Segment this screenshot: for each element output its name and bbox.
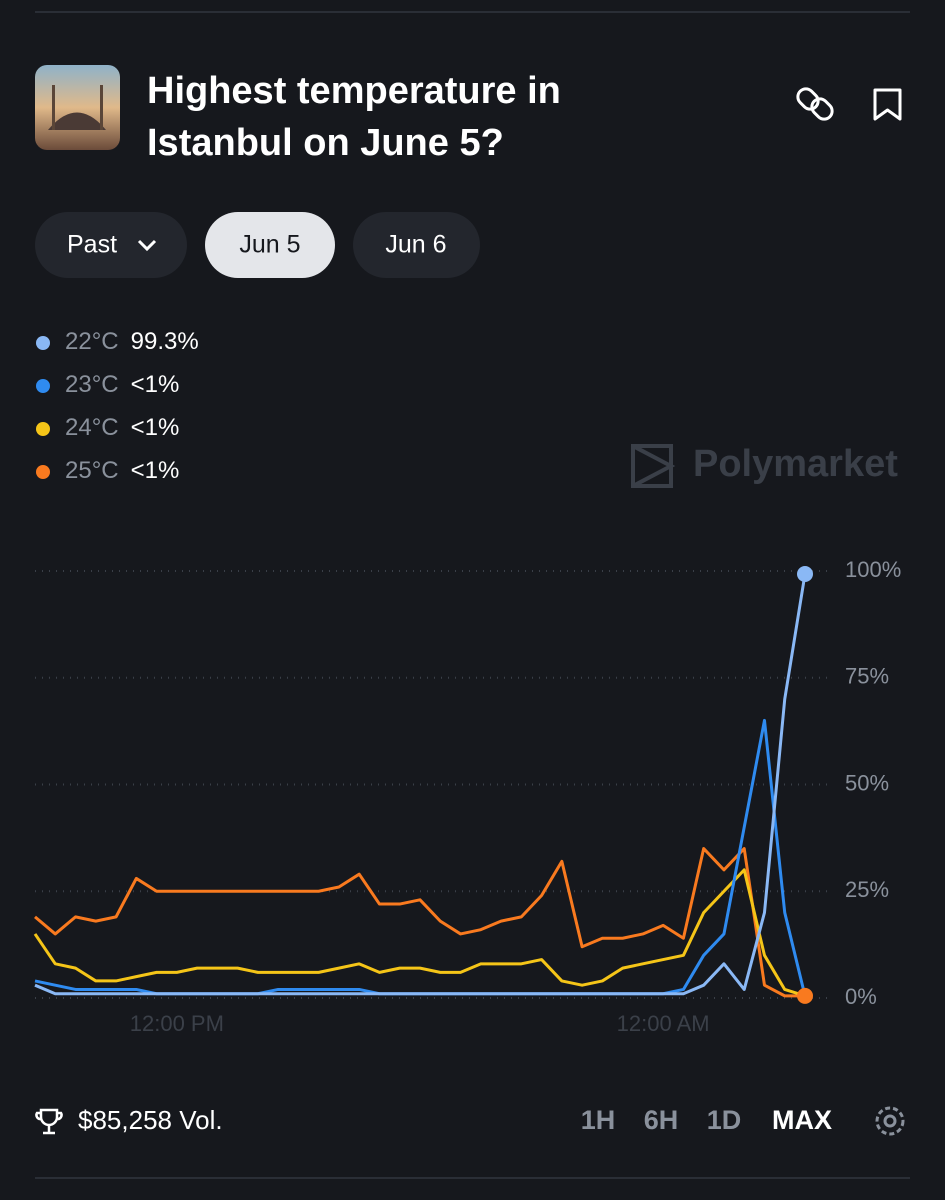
- legend-entry: 23°C <1%: [65, 371, 179, 398]
- title: Highest temperature in: [147, 70, 561, 112]
- chevron: [137, 239, 157, 252]
- market-image: [35, 65, 120, 150]
- y-tick-label: 25%: [845, 877, 889, 902]
- title: Istanbul on June 5?: [147, 122, 504, 164]
- y-tick-label: 0%: [845, 984, 877, 1009]
- end-dot: [797, 987, 813, 1004]
- legend-dot: [36, 465, 50, 479]
- legend-name: 22°C: [65, 328, 119, 355]
- trophy-icon: [35, 1108, 63, 1135]
- series-line: [34, 847, 805, 998]
- range-button[interactable]: 1D: [707, 1105, 742, 1135]
- y-tick-label: 50%: [845, 770, 889, 795]
- legend-dot: [36, 379, 50, 393]
- x-tick-label: 12:00 PM: [130, 1011, 224, 1036]
- legend-value: <1%: [131, 371, 180, 398]
- series-line: [34, 573, 807, 996]
- tab-label[interactable]: Past: [67, 231, 117, 259]
- volume: $85,258 Vol.: [78, 1105, 223, 1135]
- legend-dot: [36, 422, 50, 436]
- legend-dot: [36, 336, 50, 350]
- legend-name: 24°C: [65, 414, 119, 441]
- x-tick-label: 12:00 AM: [617, 1011, 710, 1036]
- tab[interactable]: [35, 212, 187, 278]
- legend-name: 23°C: [65, 371, 119, 398]
- end-dot: [797, 565, 813, 582]
- tab[interactable]: [353, 212, 480, 278]
- legend-entry: 25°C <1%: [65, 457, 179, 484]
- legend-entry: 22°C 99.3%: [65, 328, 199, 355]
- range-button[interactable]: MAX: [772, 1105, 832, 1135]
- legend-entry: 24°C <1%: [65, 414, 179, 441]
- watermark: [631, 444, 676, 488]
- tab-label[interactable]: Jun 5: [239, 231, 300, 259]
- legend-name: 25°C: [65, 457, 119, 484]
- series-line: [33, 868, 806, 998]
- link-icon[interactable]: [795, 86, 836, 123]
- watermark-text: Polymarket: [693, 443, 898, 485]
- legend-value: <1%: [131, 457, 180, 484]
- legend-value: <1%: [131, 414, 180, 441]
- range-button[interactable]: 6H: [644, 1105, 679, 1135]
- tab-active[interactable]: [205, 212, 335, 278]
- range-button[interactable]: 1H: [581, 1105, 616, 1135]
- y-tick-label: 100%: [845, 557, 901, 582]
- settings-icon[interactable]: [875, 1106, 905, 1136]
- y-tick-label: 75%: [845, 664, 889, 689]
- tab-label[interactable]: Jun 6: [385, 231, 446, 259]
- legend-value: 99.3%: [131, 328, 199, 355]
- bookmark-icon[interactable]: [873, 88, 902, 121]
